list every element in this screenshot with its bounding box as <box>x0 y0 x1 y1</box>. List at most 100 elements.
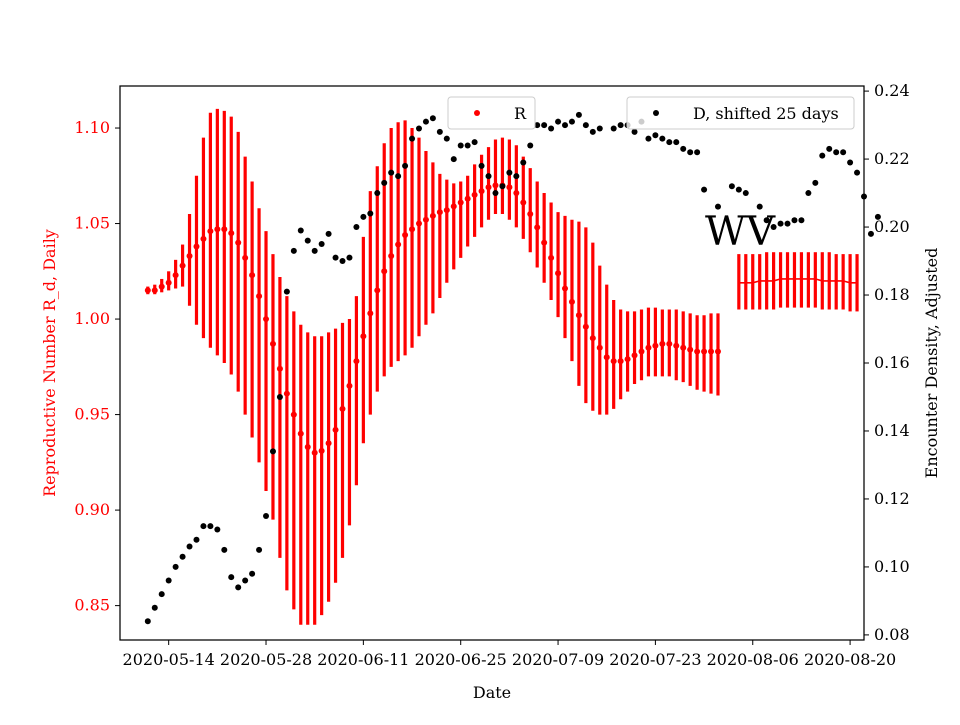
d-point <box>221 546 228 553</box>
r-point <box>381 268 388 275</box>
d-point <box>555 118 562 125</box>
r-point <box>631 352 638 359</box>
d-point <box>464 142 471 149</box>
r-point <box>283 390 290 397</box>
d-point <box>339 258 346 265</box>
d-point <box>179 553 186 560</box>
d-point <box>541 122 548 129</box>
r-point <box>200 235 207 242</box>
d-point <box>360 213 367 220</box>
r-point <box>193 243 200 250</box>
d-point <box>492 190 499 197</box>
r-point <box>673 342 680 349</box>
d-point <box>311 247 318 254</box>
x-tick-label: 2020-05-28 <box>220 650 312 669</box>
y-left-axis-ticks: 0.85 0.90 0.95 1.00 1.05 1.10 <box>74 118 120 615</box>
r-point <box>492 182 499 189</box>
r-point <box>659 340 666 347</box>
d-point <box>680 145 687 152</box>
d-point <box>256 546 263 553</box>
y-left-tick-label: 1.10 <box>74 118 110 137</box>
x-tick-label: 2020-05-14 <box>123 650 215 669</box>
d-point <box>172 563 179 570</box>
r-point <box>610 358 617 365</box>
d-point <box>742 190 749 197</box>
d-point <box>381 179 388 186</box>
r-point <box>596 344 603 351</box>
d-point <box>763 217 770 224</box>
legend-r-marker <box>474 110 480 116</box>
r-point <box>339 405 346 412</box>
d-point <box>784 220 791 227</box>
r-point <box>374 287 381 294</box>
r-point <box>256 293 263 300</box>
d-point <box>158 591 165 598</box>
d-point <box>791 217 798 224</box>
d-point <box>436 128 443 135</box>
r-point <box>415 220 422 227</box>
r-point <box>235 239 242 246</box>
r-point <box>367 310 374 317</box>
r-point <box>513 189 520 196</box>
x-axis-label: Date <box>473 683 511 702</box>
r-point <box>158 283 165 290</box>
d-point <box>610 125 617 132</box>
d-point <box>151 604 158 611</box>
d-point <box>770 224 777 231</box>
d-point <box>429 115 436 122</box>
r-point <box>409 226 416 233</box>
d-point <box>290 247 297 254</box>
r-point <box>290 411 297 418</box>
d-point <box>819 152 826 159</box>
r-point <box>464 195 471 202</box>
r-point <box>269 340 276 347</box>
d-point <box>805 190 812 197</box>
r-point <box>297 430 304 437</box>
r-point <box>318 447 325 454</box>
d-point <box>867 230 874 237</box>
d-point <box>144 618 151 625</box>
d-point <box>443 135 450 142</box>
d-point <box>659 135 666 142</box>
r-point <box>471 191 478 198</box>
d-point <box>485 173 492 180</box>
r-point <box>652 342 659 349</box>
d-point <box>165 577 172 584</box>
legend-r: R <box>447 96 536 130</box>
r-point <box>617 358 624 365</box>
d-point <box>353 224 360 231</box>
d-point <box>263 512 270 519</box>
r-point <box>506 184 513 191</box>
legend-r-label: R <box>514 104 527 123</box>
y-left-tick-label: 0.85 <box>74 596 110 615</box>
r-point <box>624 356 631 363</box>
d-point <box>415 125 422 132</box>
r-point <box>555 270 562 277</box>
r-point <box>179 262 186 269</box>
r-point <box>144 287 151 294</box>
r-point <box>527 210 534 217</box>
legend-d-label: D, shifted 25 days <box>693 104 839 123</box>
legend-r-box <box>447 96 536 130</box>
d-point <box>374 190 381 197</box>
d-point <box>826 145 833 152</box>
d-point <box>186 543 193 550</box>
d-point <box>833 149 840 156</box>
d-point <box>478 162 485 169</box>
y-right-axis-ticks: 0.08 0.10 0.12 0.14 0.16 0.18 0.20 0.22 0.24 <box>864 81 910 644</box>
r-point <box>548 254 555 261</box>
d-point <box>450 156 457 163</box>
legend-d-marker <box>653 110 659 116</box>
r-point <box>645 344 652 351</box>
r-point <box>228 230 235 237</box>
d-point <box>269 448 276 455</box>
d-point <box>304 237 311 244</box>
r-point <box>589 335 596 342</box>
r-point <box>485 184 492 191</box>
r-point <box>603 354 610 361</box>
d-point <box>617 122 624 129</box>
r-point <box>443 207 450 214</box>
d-point <box>193 536 200 543</box>
